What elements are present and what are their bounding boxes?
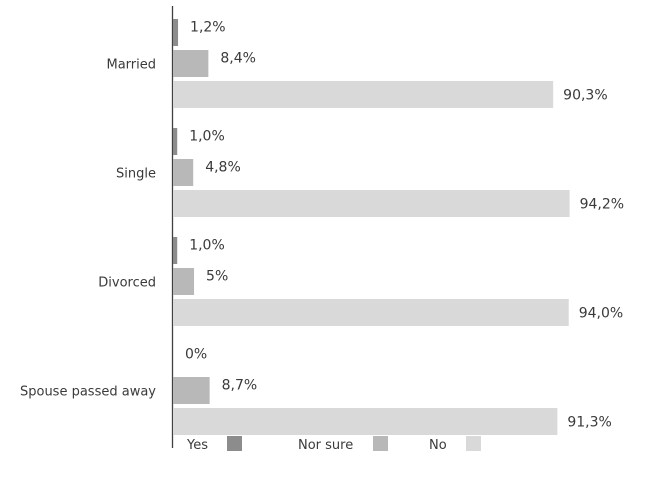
data-label-no-spouse-passed-away: 91,3% (567, 415, 611, 431)
data-label-no-single: 94,2% (580, 197, 624, 213)
data-label-no-divorced: 94,0% (579, 306, 623, 322)
data-label-nor-sure-divorced: 5% (206, 269, 228, 285)
legend: Yes Nor sure No (186, 436, 481, 453)
legend-label-yes: Yes (186, 438, 208, 453)
legend-swatch-yes (227, 436, 242, 451)
data-label-yes-spouse-passed-away: 0% (185, 347, 207, 363)
bar-yes-married (173, 19, 179, 46)
data-label-yes-single: 1,0% (189, 129, 225, 145)
category-label-divorced: Divorced (98, 276, 156, 291)
bar-yes-divorced (173, 237, 178, 264)
bar-nor-sure-married (173, 50, 209, 77)
bar-no-spouse-passed-away (173, 408, 558, 435)
bar-no-married (173, 81, 554, 108)
data-label-yes-married: 1,2% (190, 20, 226, 36)
bar-nor-sure-single (173, 159, 194, 186)
bar-no-divorced (173, 299, 569, 326)
data-label-yes-divorced: 1,0% (189, 238, 225, 254)
legend-label-nor-sure: Nor sure (298, 438, 353, 453)
legend-swatch-nor-sure (373, 436, 388, 451)
legend-label-no: No (429, 438, 447, 453)
category-label-spouse-passed-away: Spouse passed away (20, 385, 156, 400)
data-label-nor-sure-married: 8,4% (220, 51, 256, 67)
bar-nor-sure-divorced (173, 268, 195, 295)
bar-yes-single (173, 128, 178, 155)
category-labels: Married Single Divorced Spouse passed away (20, 58, 156, 400)
bar-nor-sure-spouse-passed-away (173, 377, 210, 404)
legend-swatch-no (466, 436, 481, 451)
bar-no-single (173, 190, 570, 217)
bars: 1,2% 8,4% 90,3% 1,0% 4,8% 94,2% 1,0% 5% 94,0% 0% 8… (173, 19, 624, 435)
data-label-nor-sure-spouse-passed-away: 8,7% (222, 378, 258, 394)
category-label-single: Single (116, 167, 156, 182)
category-label-married: Married (106, 58, 156, 73)
data-label-nor-sure-single: 4,8% (205, 160, 241, 176)
data-label-no-married: 90,3% (563, 88, 607, 104)
